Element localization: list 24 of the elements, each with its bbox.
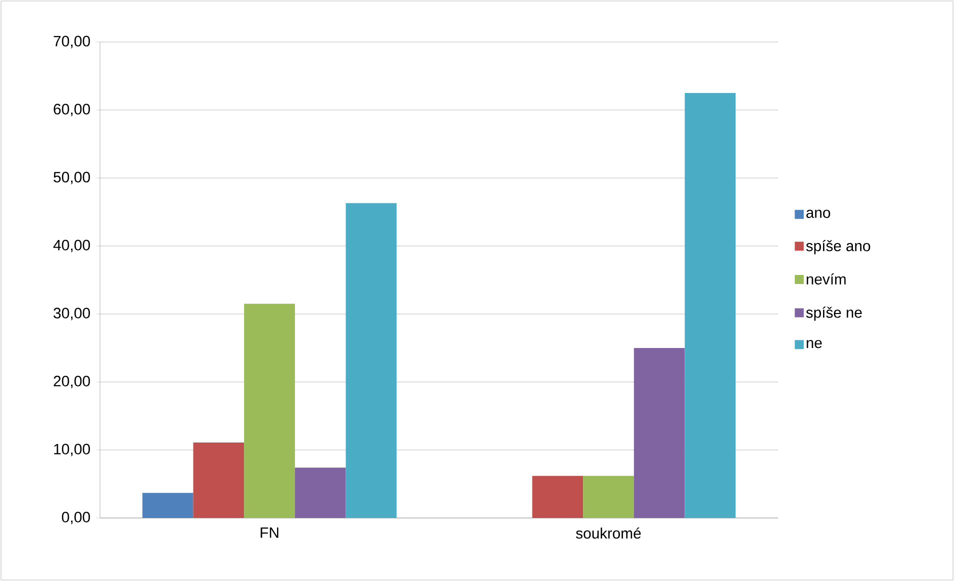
y-tick-label: 50,00 bbox=[54, 172, 90, 184]
y-tick-label: 10,00 bbox=[54, 444, 90, 456]
bar bbox=[244, 304, 295, 518]
legend-label: spíše ne bbox=[806, 306, 862, 321]
legend-label: spíše ano bbox=[806, 240, 870, 254]
bar bbox=[193, 442, 244, 518]
x-tick-label: soukromé bbox=[576, 527, 641, 539]
y-tick-label: 60,00 bbox=[54, 104, 90, 116]
bar bbox=[684, 92, 736, 518]
legend-label: nevím bbox=[806, 273, 846, 285]
y-tick-label: 70,00 bbox=[54, 36, 90, 48]
y-tick-label: 0,00 bbox=[62, 512, 90, 524]
bar bbox=[532, 476, 584, 518]
bar bbox=[294, 468, 346, 518]
y-tick-label: 40,00 bbox=[53, 240, 90, 252]
legend-label: ne bbox=[806, 340, 822, 348]
y-tick-label: 20,00 bbox=[54, 376, 90, 388]
y-tick-label: 30,00 bbox=[54, 308, 90, 320]
bar bbox=[142, 492, 194, 518]
bar bbox=[634, 348, 685, 518]
x-tick-label: FN bbox=[260, 527, 278, 538]
legend-label: ano bbox=[806, 210, 830, 218]
bar bbox=[583, 476, 634, 518]
bar bbox=[346, 203, 397, 518]
